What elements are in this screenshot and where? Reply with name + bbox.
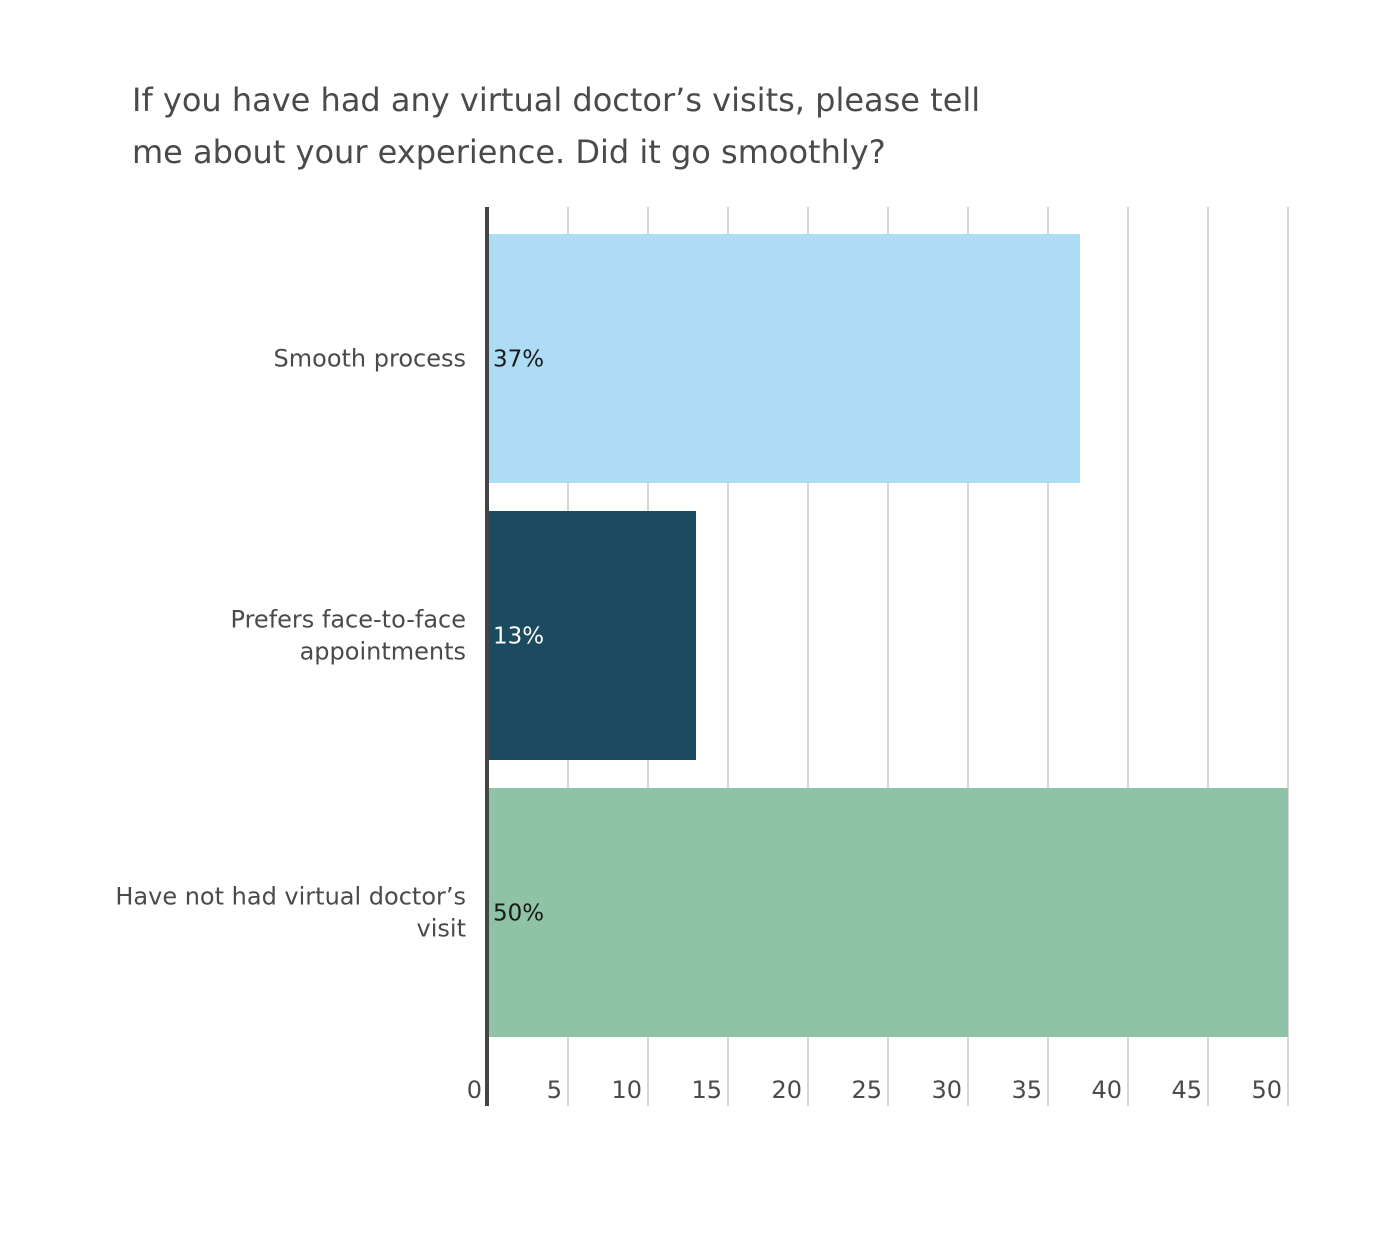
- chart-title-line-2: me about your experience. Did it go smoo…: [132, 133, 886, 171]
- x-tick-label: 45: [1171, 1076, 1202, 1104]
- x-tick-label: 10: [611, 1076, 642, 1104]
- bar: [488, 511, 696, 760]
- category-label: Prefers face-to-face: [231, 606, 466, 634]
- x-tick-label: 30: [931, 1076, 962, 1104]
- chart-title: If you have had any virtual doctor’s vis…: [132, 74, 1092, 178]
- bar: [488, 788, 1288, 1037]
- x-tick-label: 50: [1251, 1076, 1282, 1104]
- category-label: Smooth process: [274, 345, 466, 373]
- x-tick-label: 20: [771, 1076, 802, 1104]
- bar: [488, 234, 1080, 483]
- data-label: 50%: [493, 901, 544, 927]
- x-tick-label: 35: [1011, 1076, 1042, 1104]
- x-tick-label: 5: [547, 1076, 562, 1104]
- category-label: visit: [417, 915, 466, 943]
- category-label: appointments: [300, 638, 466, 666]
- x-tick-label: 0: [467, 1076, 482, 1104]
- chart-title-line-1: If you have had any virtual doctor’s vis…: [132, 81, 981, 119]
- x-tick-label: 40: [1091, 1076, 1122, 1104]
- x-tick-label: 25: [851, 1076, 882, 1104]
- data-label: 37%: [493, 347, 544, 373]
- x-tick-label: 15: [691, 1076, 722, 1104]
- data-label: 13%: [493, 624, 544, 650]
- category-label: Have not had virtual doctor’s: [115, 883, 466, 911]
